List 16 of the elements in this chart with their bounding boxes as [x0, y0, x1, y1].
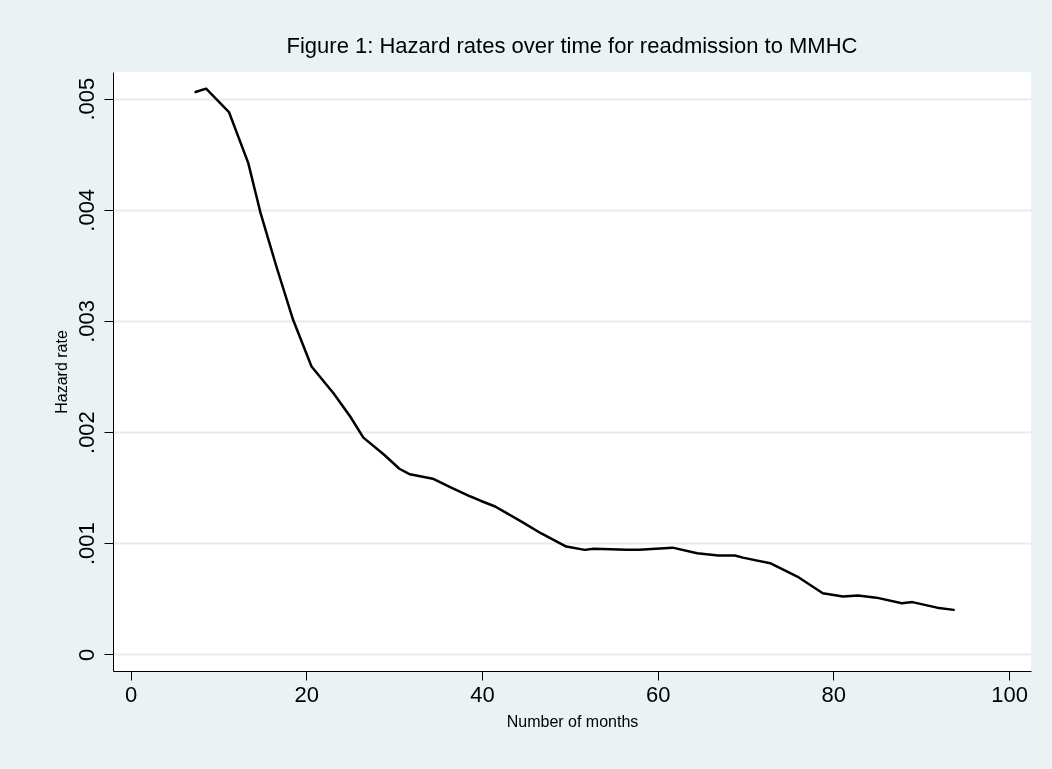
y-tick-label: .003	[73, 300, 99, 343]
y-tick-label: .001	[73, 522, 99, 566]
x-tick-label: 0	[124, 681, 138, 707]
chart-title: Figure 1: Hazard rates over time for readmission to MMHC	[286, 33, 858, 58]
x-axis-title: Number of months	[506, 712, 639, 730]
x-tick-label: 20	[294, 681, 320, 707]
line-series	[194, 87, 955, 612]
x-tick-label: 60	[645, 681, 671, 707]
y-tick-label: .005	[73, 77, 99, 121]
y-tick-label: 0	[73, 648, 99, 661]
y-axis-title: Hazard rate	[52, 330, 70, 414]
y-tick-label: .002	[73, 411, 99, 454]
y-tick-label: .004	[73, 188, 99, 232]
x-tick-label: 80	[821, 681, 847, 707]
x-tick-label: 40	[470, 681, 495, 707]
x-tick-label: 100	[991, 681, 1028, 707]
